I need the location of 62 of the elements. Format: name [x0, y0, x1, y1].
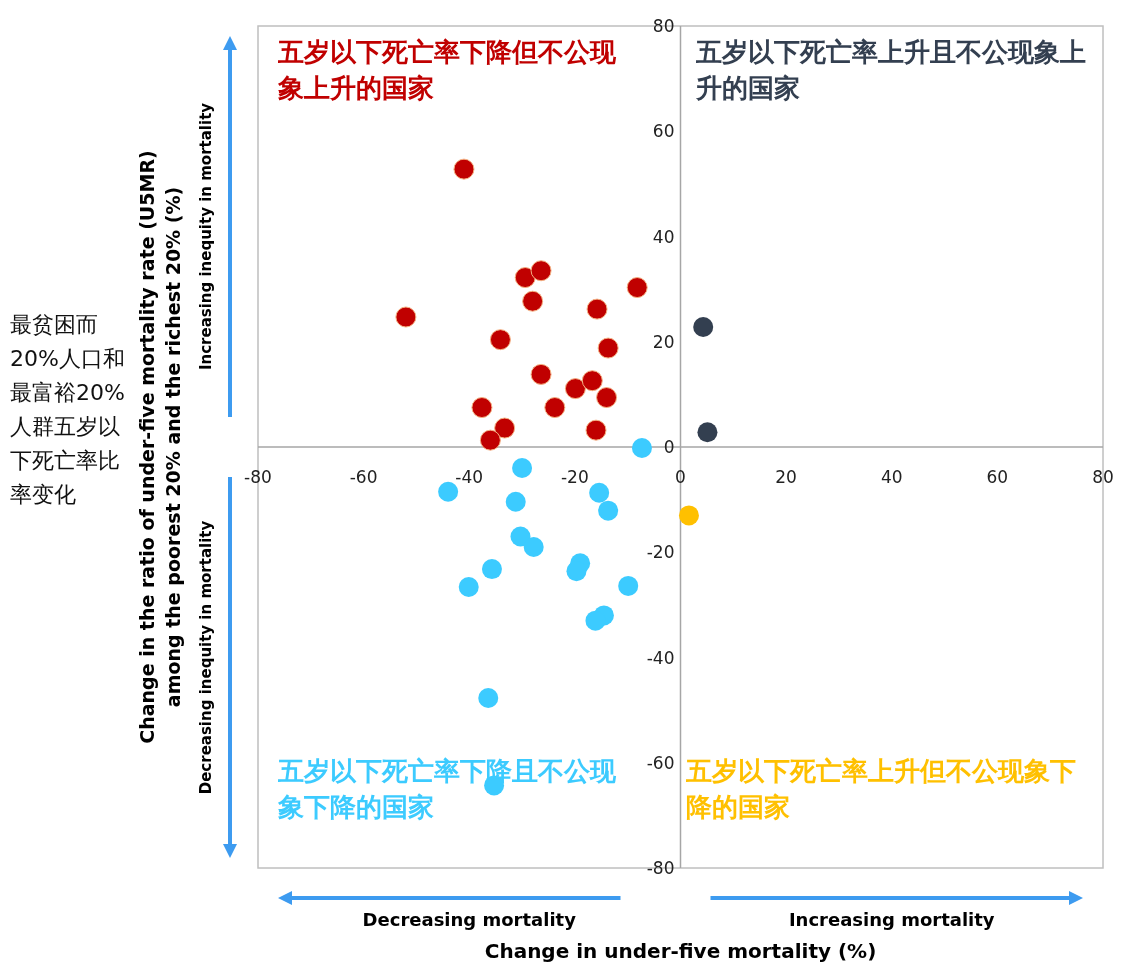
point	[494, 417, 516, 439]
annotation: 五岁以下死亡率下降但不公现象上升的国家	[278, 36, 617, 105]
y-tick-label: 60	[652, 121, 675, 142]
x-tick-label: 80	[1092, 467, 1114, 487]
y-tick-label: 80	[652, 16, 675, 36]
annotation: 五岁以下死亡率上升且不公现象上升的国家	[695, 36, 1087, 105]
point	[626, 277, 648, 299]
point	[489, 329, 511, 351]
point	[597, 337, 619, 359]
x-tick-label: -40	[455, 467, 484, 487]
point	[479, 429, 501, 451]
point	[678, 505, 699, 526]
text: Increasing inequity in mortality	[197, 102, 215, 371]
point	[522, 290, 544, 312]
point	[481, 559, 502, 580]
y-tick-label: -20	[646, 542, 675, 563]
point	[514, 267, 536, 289]
point	[618, 575, 639, 596]
point	[478, 688, 499, 709]
x-tick-label: -20	[560, 467, 589, 487]
point	[458, 576, 479, 597]
x-tick-label: 60	[986, 467, 1009, 487]
point	[438, 481, 459, 502]
y-axis-title: Change in the ratio of under-five mortality rate (U5MR) among the poorest 20% and the richest 20% (%)	[136, 150, 184, 744]
point	[505, 491, 526, 512]
point	[585, 610, 606, 631]
point	[544, 397, 566, 419]
point	[453, 158, 475, 180]
point	[589, 482, 610, 503]
text: 最贫困而20%人口和最富裕20%人群五岁以下死亡率比率变化	[10, 311, 126, 509]
y-tick-label: -40	[646, 647, 675, 668]
x-tick-label: 40	[880, 467, 903, 487]
point	[530, 260, 552, 282]
point	[697, 422, 718, 443]
point	[512, 458, 533, 479]
annotation: 五岁以下死亡率上升但不公现象下降的国家	[685, 755, 1077, 824]
y-tick-label: 0	[663, 437, 675, 457]
text: Decreasing mortality	[362, 909, 577, 930]
y-tick-label: -80	[646, 858, 675, 878]
x-tick-label: 20	[775, 467, 797, 487]
point	[395, 306, 417, 328]
point	[471, 397, 493, 419]
x-axis-title: Change in under-five mortality (%)	[484, 939, 877, 963]
point	[530, 363, 552, 385]
y-tick-label: 40	[652, 226, 675, 247]
point	[598, 500, 619, 521]
y-tick-label: -60	[646, 752, 675, 773]
point	[510, 526, 531, 547]
text: Decreasing inequity in mortality	[197, 520, 215, 795]
x-tick-label: -60	[349, 467, 378, 487]
point	[581, 370, 603, 392]
y-tick-label: 20	[652, 331, 675, 352]
point	[564, 378, 586, 400]
point	[631, 438, 652, 459]
point	[586, 298, 608, 320]
point	[523, 536, 544, 557]
point	[585, 419, 607, 441]
x-tick-label: -80	[244, 467, 272, 487]
point	[693, 317, 714, 338]
point	[596, 387, 618, 409]
text: Increasing mortality	[788, 909, 995, 930]
point	[566, 561, 587, 582]
